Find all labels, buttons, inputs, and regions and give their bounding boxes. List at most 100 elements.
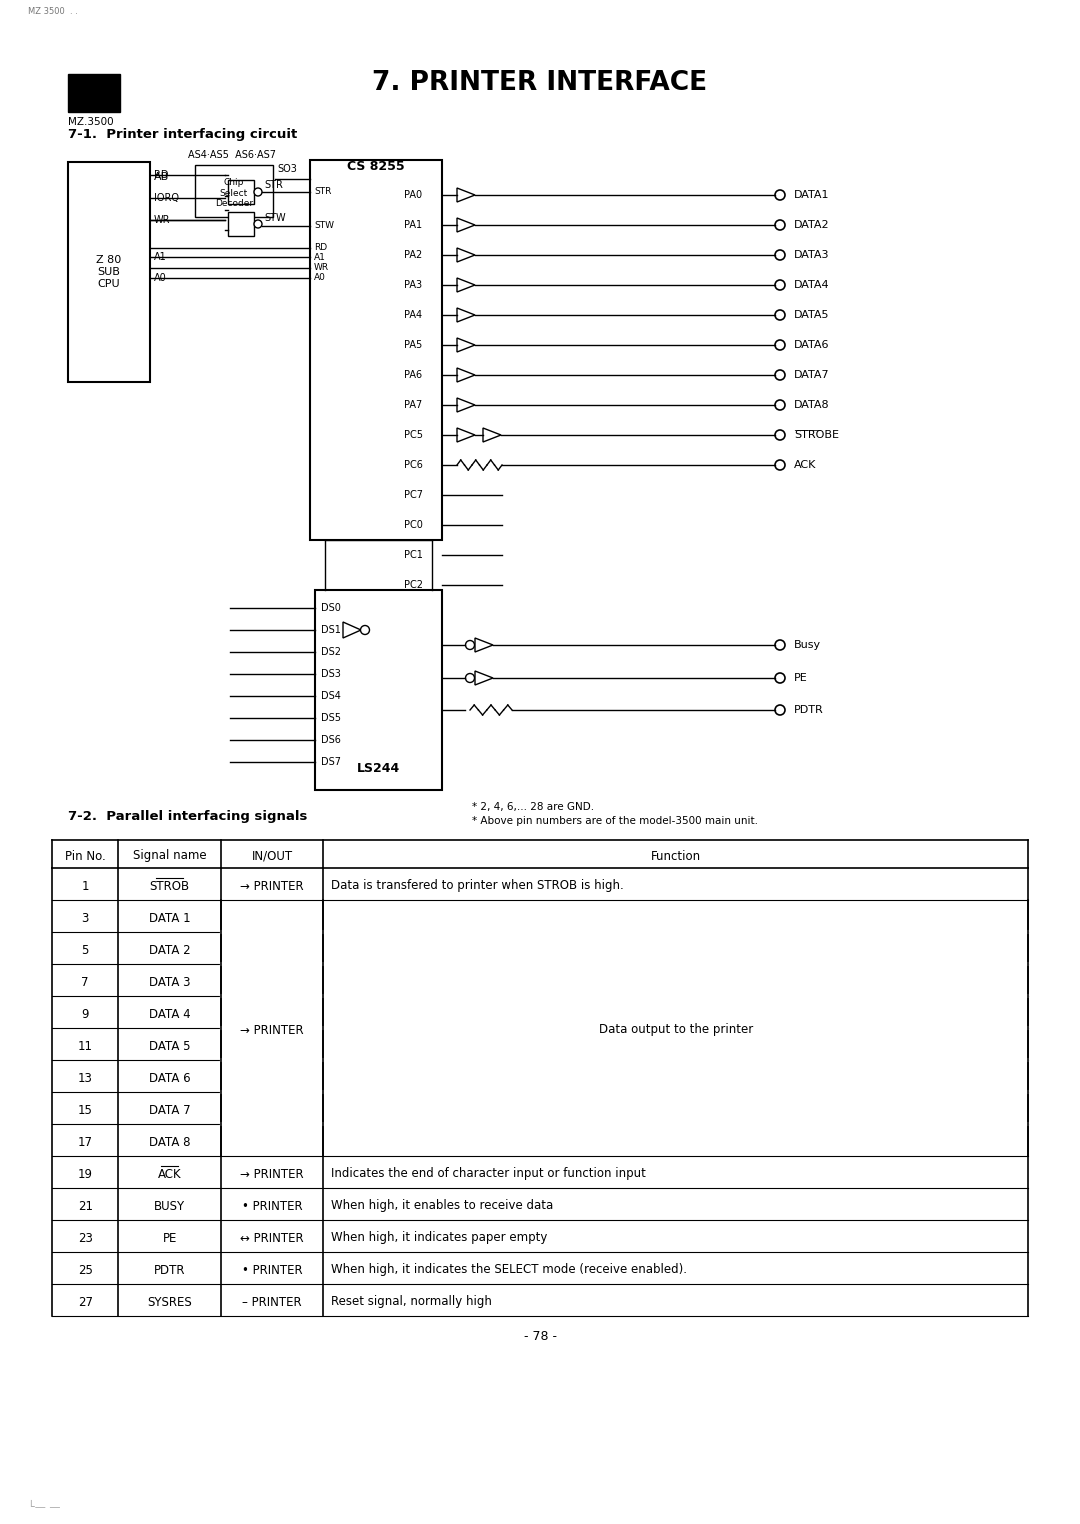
Text: A1: A1 xyxy=(154,251,166,262)
Polygon shape xyxy=(483,428,501,442)
Text: PA3: PA3 xyxy=(404,280,422,290)
Text: RD: RD xyxy=(154,171,168,180)
Text: IN/OUT: IN/OUT xyxy=(252,849,293,863)
Text: PA4: PA4 xyxy=(404,309,422,320)
Circle shape xyxy=(775,674,785,683)
Text: DS2: DS2 xyxy=(321,648,341,657)
Text: BUSY: BUSY xyxy=(154,1199,185,1213)
Text: PE: PE xyxy=(162,1231,177,1245)
Text: WR: WR xyxy=(154,215,171,226)
Polygon shape xyxy=(457,248,475,262)
Text: DS5: DS5 xyxy=(321,713,341,722)
Circle shape xyxy=(775,706,785,715)
Text: 21: 21 xyxy=(78,1199,93,1213)
Text: DATA 5: DATA 5 xyxy=(149,1039,190,1053)
Text: 19: 19 xyxy=(78,1167,93,1181)
Text: PC1: PC1 xyxy=(404,550,423,559)
Bar xyxy=(310,160,442,539)
Text: PA0: PA0 xyxy=(404,190,422,200)
Text: → PRINTER: → PRINTER xyxy=(240,1167,303,1181)
Text: SO3: SO3 xyxy=(276,165,297,174)
Polygon shape xyxy=(457,187,475,203)
Text: PDTR: PDTR xyxy=(153,1263,186,1277)
Circle shape xyxy=(775,370,785,379)
Text: STR: STR xyxy=(314,187,332,197)
Text: DATA2: DATA2 xyxy=(794,219,829,230)
Text: 15: 15 xyxy=(78,1103,93,1117)
Text: CS 8255: CS 8255 xyxy=(347,160,405,174)
Text: PA6: PA6 xyxy=(404,370,422,379)
Text: DATA 1: DATA 1 xyxy=(149,911,190,925)
Text: – PRINTER: – PRINTER xyxy=(242,1295,302,1309)
Text: 23: 23 xyxy=(78,1231,93,1245)
Circle shape xyxy=(254,187,262,197)
Text: When high, it indicates paper empty: When high, it indicates paper empty xyxy=(332,1231,548,1245)
Text: Pin No.: Pin No. xyxy=(65,849,106,863)
Text: A0: A0 xyxy=(314,273,326,282)
Text: STROB: STROB xyxy=(149,879,190,893)
Circle shape xyxy=(775,460,785,469)
Circle shape xyxy=(361,625,369,634)
Text: DS0: DS0 xyxy=(321,604,341,613)
Circle shape xyxy=(775,280,785,290)
Circle shape xyxy=(465,640,474,649)
Polygon shape xyxy=(457,218,475,232)
Bar xyxy=(68,75,120,111)
Circle shape xyxy=(775,190,785,200)
Text: DS1: DS1 xyxy=(321,625,341,636)
Text: DATA 4: DATA 4 xyxy=(149,1007,190,1021)
Text: DATA6: DATA6 xyxy=(794,340,829,351)
Text: _______: _______ xyxy=(794,422,821,431)
Polygon shape xyxy=(457,277,475,293)
Polygon shape xyxy=(457,428,475,442)
Text: DATA7: DATA7 xyxy=(794,370,829,379)
Text: 1: 1 xyxy=(81,879,89,893)
Circle shape xyxy=(775,250,785,261)
Text: DATA 8: DATA 8 xyxy=(149,1135,190,1149)
Text: SYSRES: SYSRES xyxy=(147,1295,192,1309)
Text: PC0: PC0 xyxy=(404,520,423,530)
Text: Busy: Busy xyxy=(794,640,821,651)
Text: Chip
Select
Decoder: Chip Select Decoder xyxy=(215,178,253,207)
Text: 7-2.  Parallel interfacing signals: 7-2. Parallel interfacing signals xyxy=(68,809,308,823)
Text: ACK: ACK xyxy=(158,1167,181,1181)
Text: A1: A1 xyxy=(314,253,326,262)
Text: PC5: PC5 xyxy=(404,430,423,440)
Text: Z 80
SUB
CPU: Z 80 SUB CPU xyxy=(96,256,122,288)
Text: DATA 2: DATA 2 xyxy=(149,943,190,957)
Polygon shape xyxy=(343,622,361,639)
Text: PA5: PA5 xyxy=(404,340,422,351)
Circle shape xyxy=(775,219,785,230)
Text: 17: 17 xyxy=(78,1135,93,1149)
Text: RD: RD xyxy=(314,244,327,253)
Text: PA1: PA1 xyxy=(404,219,422,230)
Polygon shape xyxy=(457,338,475,352)
Text: DS6: DS6 xyxy=(321,735,341,745)
Circle shape xyxy=(775,340,785,351)
Circle shape xyxy=(775,309,785,320)
Text: 27: 27 xyxy=(78,1295,93,1309)
Text: AS4·AS5  AS6·AS7: AS4·AS5 AS6·AS7 xyxy=(188,149,276,160)
Text: 7: 7 xyxy=(81,975,89,989)
Circle shape xyxy=(775,399,785,410)
Text: - 78 -: - 78 - xyxy=(524,1330,556,1343)
Text: Function: Function xyxy=(650,849,701,863)
Text: Indicates the end of character input or function input: Indicates the end of character input or … xyxy=(332,1167,646,1181)
Text: When high, it enables to receive data: When high, it enables to receive data xyxy=(332,1199,554,1213)
Text: PC2: PC2 xyxy=(404,581,423,590)
Text: • PRINTER: • PRINTER xyxy=(242,1263,302,1277)
Text: DATA 3: DATA 3 xyxy=(149,975,190,989)
Text: DATA 6: DATA 6 xyxy=(149,1071,190,1085)
Text: DATA8: DATA8 xyxy=(794,399,829,410)
Polygon shape xyxy=(457,398,475,411)
Text: └— —: └— — xyxy=(28,1503,60,1512)
Text: 7. PRINTER INTERFACE: 7. PRINTER INTERFACE xyxy=(373,70,707,96)
Text: ↔ PRINTER: ↔ PRINTER xyxy=(240,1231,303,1245)
Circle shape xyxy=(775,640,785,651)
Text: ACK: ACK xyxy=(794,460,816,469)
Text: Data output to the printer: Data output to the printer xyxy=(598,1024,753,1036)
Text: DATA3: DATA3 xyxy=(794,250,829,261)
Text: Reset signal, normally high: Reset signal, normally high xyxy=(332,1295,492,1309)
Text: IORQ: IORQ xyxy=(154,194,179,203)
Polygon shape xyxy=(475,639,492,652)
